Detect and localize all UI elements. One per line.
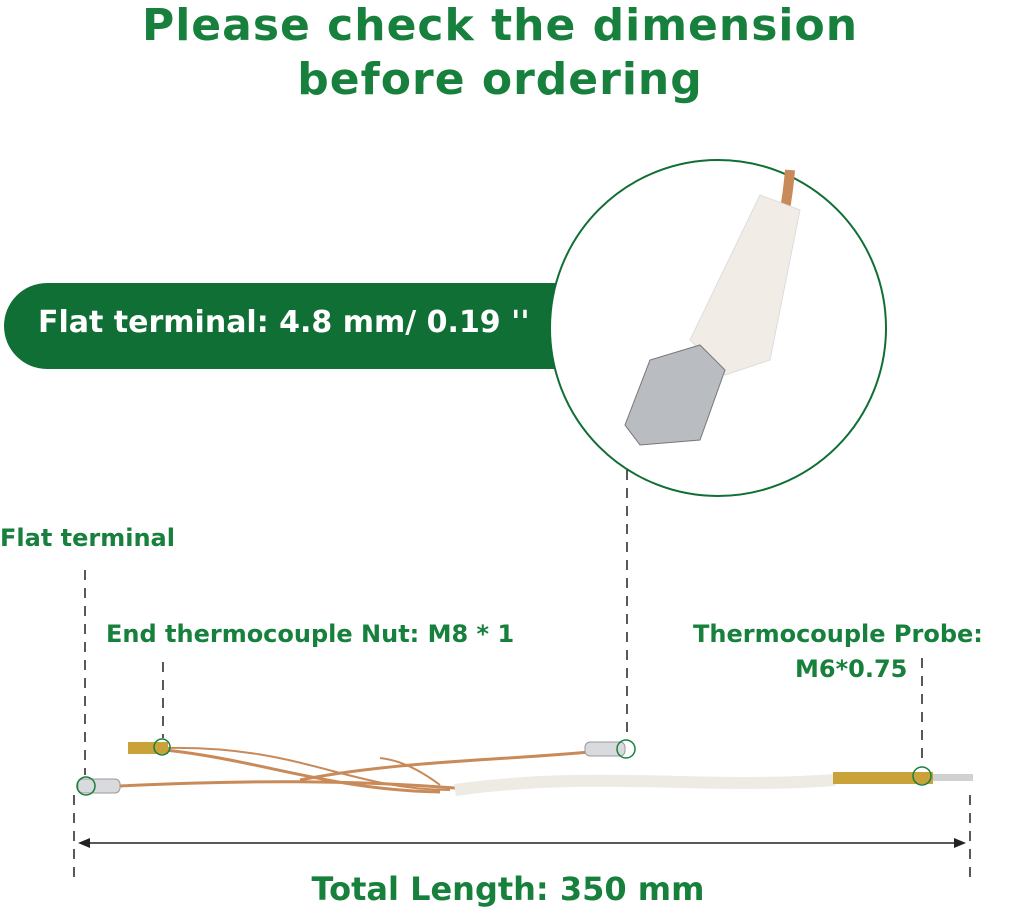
flat-terminal-right bbox=[584, 741, 626, 757]
title-line-2: before ordering bbox=[297, 54, 703, 105]
wire bbox=[119, 780, 456, 790]
flat-terminal-banner: Flat terminal: 4.8 mm/ 0.19 '' bbox=[4, 283, 604, 369]
total-length-label: Total Length: 350 mm bbox=[311, 870, 705, 908]
banner-text: Flat terminal: 4.8 mm/ 0.19 '' bbox=[38, 305, 530, 340]
zoomed-terminal-icon bbox=[624, 344, 726, 446]
wire bbox=[164, 748, 441, 794]
arrow-left-icon bbox=[78, 838, 90, 848]
label-nut: End thermocouple Nut: M8 * 1 bbox=[106, 620, 515, 648]
label-probe-line-1: Thermocouple Probe: bbox=[693, 620, 983, 648]
zoomed-sleeve-icon bbox=[689, 194, 801, 376]
nut bbox=[128, 742, 168, 754]
highlight-circle bbox=[912, 766, 932, 786]
flat-terminal-left bbox=[77, 778, 121, 794]
highlight-circle bbox=[616, 739, 636, 759]
highlight-circle bbox=[153, 738, 171, 756]
wire bbox=[299, 748, 611, 782]
highlight-circle bbox=[76, 776, 96, 796]
wire bbox=[164, 746, 451, 791]
label-flat-terminal: Flat terminal bbox=[0, 524, 175, 552]
probe-tip bbox=[933, 774, 973, 781]
wire bbox=[379, 757, 441, 786]
insulated-sleeve bbox=[454, 774, 836, 796]
title-line-1: Please check the dimension bbox=[141, 0, 859, 51]
label-probe-line-2: M6*0.75 bbox=[795, 655, 908, 683]
arrow-right-icon bbox=[954, 838, 966, 848]
probe bbox=[833, 772, 933, 784]
